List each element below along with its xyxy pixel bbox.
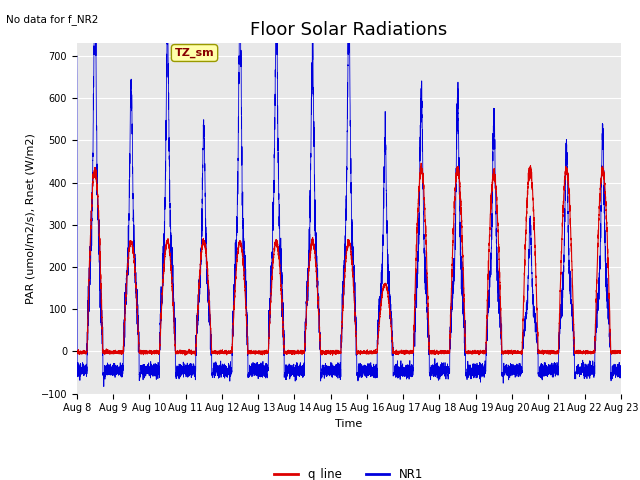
q_line: [330, 348, 338, 354]
q_line: [191, 352, 199, 358]
Y-axis label: PAR (umol/m2/s), Rnet (W/m2): PAR (umol/m2/s), Rnet (W/m2): [25, 133, 35, 304]
q_line: [594, 240, 602, 246]
Legend: q_line, NR1: q_line, NR1: [269, 463, 428, 480]
NR1: [486, 274, 493, 279]
X-axis label: Time: Time: [335, 419, 362, 429]
NR1: [73, 53, 81, 59]
NR1: [331, 370, 339, 376]
NR1: [617, 369, 625, 375]
Text: No data for f_NR2: No data for f_NR2: [6, 14, 99, 25]
q_line: [417, 160, 425, 166]
Text: TZ_sm: TZ_sm: [175, 48, 214, 58]
NR1: [594, 308, 602, 313]
NR1: [100, 384, 108, 389]
NR1: [258, 370, 266, 375]
q_line: [258, 348, 266, 354]
Title: Floor Solar Radiations: Floor Solar Radiations: [250, 21, 447, 39]
q_line: [588, 349, 595, 355]
q_line: [73, 349, 81, 355]
q_line: [486, 227, 493, 232]
Line: NR1: NR1: [77, 0, 621, 386]
q_line: [471, 349, 479, 355]
NR1: [588, 368, 595, 373]
q_line: [617, 350, 625, 356]
Line: q_line: q_line: [77, 163, 621, 355]
NR1: [471, 363, 479, 369]
